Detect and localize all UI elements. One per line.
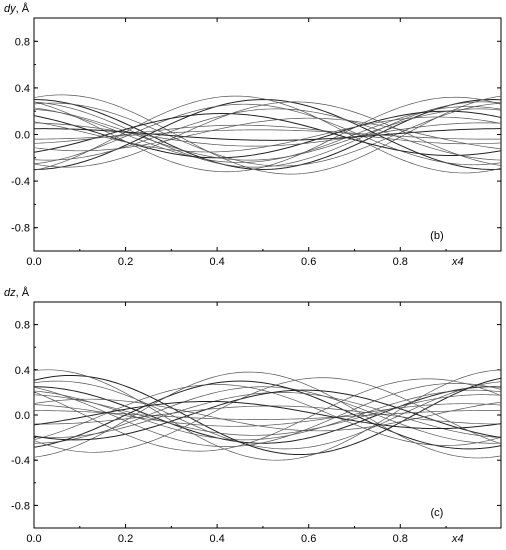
series-line-6 <box>34 369 501 461</box>
series-line-11 <box>34 95 501 174</box>
series-line-14 <box>34 122 501 147</box>
series-line-13 <box>34 403 501 427</box>
chart-panel-1: 0.8 0.4 0.0 -0.4 -0.8 0.0 0.2 0.4 0.6 0.8 x4 dz, Å (… <box>4 286 502 545</box>
x-tick-label: 0.2 <box>118 533 133 545</box>
series-line-15 <box>34 410 501 420</box>
series-line-16 <box>34 400 501 430</box>
panel-label: (b) <box>430 230 443 242</box>
panel-label: (c) <box>430 507 443 519</box>
x-tick-label: 0.4 <box>209 256 224 268</box>
series-line-5 <box>34 102 501 167</box>
series-line-19 <box>34 117 501 152</box>
x-axis-label: x4 <box>451 256 464 268</box>
x-tick-label: 0.4 <box>209 533 224 545</box>
y-tick-label: -0.4 <box>11 176 30 188</box>
series-line-6 <box>34 94 501 175</box>
x-tick-label: 0.0 <box>26 533 41 545</box>
x-tick-label: 0.0 <box>26 256 41 268</box>
series-line-19 <box>34 377 501 453</box>
series-line-17 <box>34 129 501 140</box>
series-line-0 <box>34 99 501 170</box>
y-tick-label: 0.4 <box>15 83 30 95</box>
y-tick-label: -0.4 <box>11 455 30 467</box>
x-tick-label: 0.8 <box>393 256 408 268</box>
y-axis-unit: , Å <box>16 286 30 299</box>
series-line-9 <box>34 103 501 166</box>
series-line-18 <box>34 378 501 452</box>
x-tick-label: 0.6 <box>301 256 316 268</box>
series-line-17 <box>34 398 501 432</box>
series-line-1 <box>34 380 501 450</box>
series-line-3 <box>34 383 501 447</box>
series-line-13 <box>34 101 501 168</box>
y-axis-label: dy, Å <box>4 2 30 15</box>
y-tick-label: -0.8 <box>11 500 30 512</box>
series-line-4 <box>34 374 501 456</box>
series-line-0 <box>34 386 501 444</box>
chart-panel-0: 0.8 0.4 0.0 -0.4 -0.8 0.0 0.2 0.4 0.6 0.8 x4 dy, Å (… <box>4 2 502 268</box>
series-line-3 <box>34 96 501 173</box>
series-line-5 <box>34 394 501 436</box>
y-axis-unit: , Å <box>16 2 30 15</box>
y-tick-label: 0.0 <box>15 410 30 422</box>
x-tick-label: 0.6 <box>301 533 316 545</box>
series-line-12 <box>34 113 501 156</box>
series-group <box>34 94 501 175</box>
x-tick-label: 0.2 <box>118 256 133 268</box>
y-tick-label: 0.0 <box>15 130 30 142</box>
y-tick-label: -0.8 <box>11 223 30 235</box>
series-line-12 <box>34 389 501 441</box>
series-line-18 <box>34 116 501 153</box>
series-line-16 <box>34 128 501 141</box>
y-axis-label: dz, Å <box>4 286 30 299</box>
series-group <box>34 369 501 461</box>
y-tick-label: 0.8 <box>15 36 30 48</box>
x-tick-label: 0.8 <box>393 533 408 545</box>
series-line-4 <box>34 110 501 159</box>
y-tick-label: 0.8 <box>15 320 30 332</box>
x-axis-label: x4 <box>451 533 464 545</box>
series-line-10 <box>34 108 501 161</box>
series-line-7 <box>34 108 501 161</box>
y-tick-label: 0.4 <box>15 365 30 377</box>
series-line-8 <box>34 380 501 450</box>
